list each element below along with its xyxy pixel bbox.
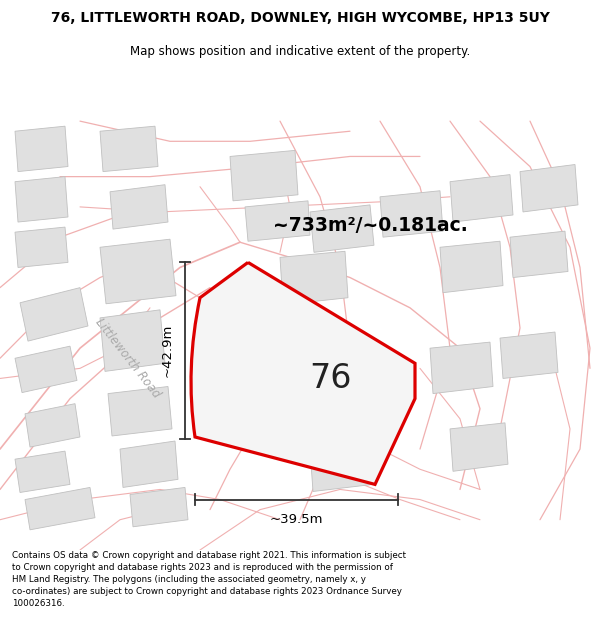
Polygon shape <box>280 251 348 305</box>
Polygon shape <box>15 346 77 392</box>
PathPatch shape <box>191 262 415 484</box>
Polygon shape <box>520 164 578 212</box>
Polygon shape <box>290 372 358 436</box>
Polygon shape <box>100 239 176 304</box>
Polygon shape <box>245 201 310 241</box>
Polygon shape <box>120 441 178 488</box>
Polygon shape <box>500 332 558 379</box>
Polygon shape <box>25 404 80 447</box>
Polygon shape <box>450 174 513 222</box>
Polygon shape <box>25 488 95 530</box>
Text: ~39.5m: ~39.5m <box>270 513 323 526</box>
Polygon shape <box>15 126 68 172</box>
Polygon shape <box>310 205 374 252</box>
Polygon shape <box>108 386 172 436</box>
Text: 76: 76 <box>309 362 351 395</box>
Polygon shape <box>380 191 443 237</box>
Polygon shape <box>130 488 188 527</box>
Polygon shape <box>310 443 373 491</box>
Text: Contains OS data © Crown copyright and database right 2021. This information is : Contains OS data © Crown copyright and d… <box>12 551 406 608</box>
Text: 76, LITTLEWORTH ROAD, DOWNLEY, HIGH WYCOMBE, HP13 5UY: 76, LITTLEWORTH ROAD, DOWNLEY, HIGH WYCO… <box>50 11 550 26</box>
Text: Map shows position and indicative extent of the property.: Map shows position and indicative extent… <box>130 45 470 58</box>
Polygon shape <box>440 241 503 292</box>
Polygon shape <box>20 288 88 341</box>
Polygon shape <box>110 185 168 229</box>
Polygon shape <box>100 126 158 172</box>
Text: ~733m²/~0.181ac.: ~733m²/~0.181ac. <box>272 216 467 234</box>
Polygon shape <box>100 310 165 371</box>
Polygon shape <box>15 177 68 222</box>
Polygon shape <box>510 231 568 278</box>
Polygon shape <box>15 227 68 268</box>
Polygon shape <box>230 151 298 201</box>
Text: ~42.9m: ~42.9m <box>161 324 173 378</box>
Polygon shape <box>15 451 70 493</box>
Polygon shape <box>430 342 493 394</box>
Text: Littleworth Road: Littleworth Road <box>93 316 163 401</box>
Polygon shape <box>450 423 508 471</box>
